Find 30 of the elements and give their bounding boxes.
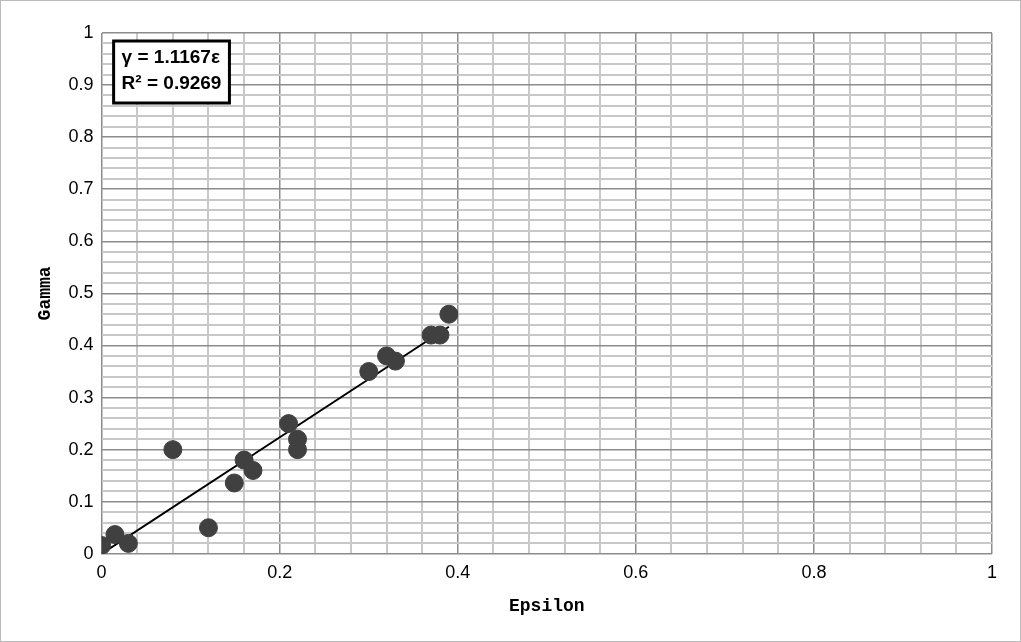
- point: [385, 351, 405, 371]
- y-tick-label: 0.4: [68, 334, 94, 355]
- y-tick-label: 0.9: [68, 74, 94, 95]
- x-tick-label: 0.2: [267, 561, 293, 582]
- point: [439, 304, 459, 324]
- y-axis-title: Gamma: [35, 266, 56, 321]
- point: [198, 518, 218, 538]
- point: [359, 362, 379, 382]
- x-tick-label: 0.8: [801, 561, 827, 582]
- y-tick-label: 0.5: [68, 282, 94, 303]
- x-tick-label: 1: [986, 561, 998, 582]
- point: [279, 414, 299, 434]
- x-axis-title: Epsilon: [509, 595, 585, 616]
- x-tick-label: 0: [96, 561, 107, 582]
- annotation: γ = 1.1167ε R² = 0.9269: [121, 45, 222, 93]
- y-tick-label: 0: [83, 542, 94, 563]
- point: [163, 440, 183, 460]
- point: [243, 460, 263, 480]
- x-tick-label: 0.4: [445, 561, 471, 582]
- y-tick-label: 0.7: [68, 178, 94, 199]
- y-tick-label: 0.8: [68, 126, 94, 147]
- y-tick-label: 0.2: [68, 438, 94, 459]
- point: [105, 525, 125, 545]
- y-tick-label: 0.6: [68, 230, 94, 251]
- point: [118, 533, 138, 553]
- x-tick-label: 0.6: [623, 561, 649, 582]
- y-tick-label: 0.1: [68, 490, 94, 511]
- point: [224, 473, 244, 493]
- y-tick-label: 0.3: [68, 386, 94, 407]
- y-tick-label: 1: [83, 21, 94, 42]
